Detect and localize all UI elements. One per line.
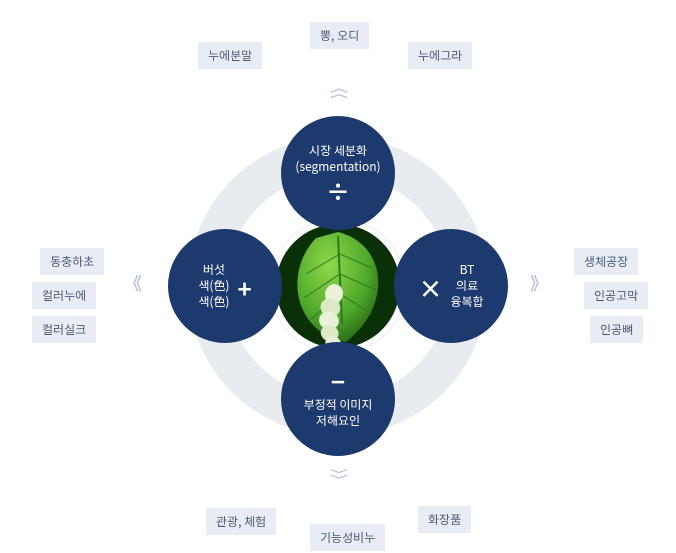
chevron-left-icon: 《 (124, 279, 134, 288)
minus-icon: − (331, 369, 345, 393)
hub-bottom-line2: 저해요인 (316, 413, 360, 429)
tag-right-2: 인공뼈 (590, 316, 643, 343)
divide-icon: ÷ (326, 179, 350, 203)
hub-left-line3: 색(色) (198, 294, 229, 310)
hub-left-line2: 색(色) (198, 278, 229, 294)
tag-bottom-2: 화장품 (418, 506, 471, 533)
tag-left-2: 컬러실크 (32, 316, 96, 343)
tag-left-0: 동충하초 (40, 248, 104, 275)
hub-right-line3: 융복합 (450, 294, 483, 310)
hub-bottom-negative: − 부정적 이미지 저해요인 (281, 342, 395, 456)
tag-right-1: 인공고막 (584, 282, 648, 309)
hub-left-mushroom: 버섯 색(色) 색(色) + (168, 229, 282, 343)
hub-right-bt: × BT 의료 융복합 (394, 229, 508, 343)
tag-bottom-0: 관광, 체험 (206, 508, 276, 535)
hub-bottom-line1: 부정적 이미지 (304, 397, 373, 413)
hub-top-line1: 시장 세분화 (309, 143, 367, 159)
tag-left-1: 컬러누에 (32, 282, 96, 309)
tag-right-0: 생체공장 (574, 248, 638, 275)
tag-bottom-1: 기능성비누 (310, 524, 385, 551)
hub-top-segmentation: 시장 세분화 (segmentation) ÷ (281, 116, 395, 230)
chevron-down-icon: ﹀﹀ (330, 472, 348, 483)
hub-right-line1: BT (460, 262, 475, 278)
tag-top-0: 누에분말 (198, 42, 262, 69)
tag-top-2: 누에그라 (408, 42, 472, 69)
chevron-right-icon: 》 (530, 279, 540, 288)
chevron-up-icon: ︿︿ (330, 86, 348, 97)
hub-left-line1: 버섯 (203, 262, 225, 278)
multiply-icon: × (418, 276, 442, 300)
tag-top-1: 뽕, 오디 (310, 22, 369, 49)
plus-icon: + (237, 276, 251, 300)
center-image-silkworm (271, 219, 405, 353)
hub-right-line2: 의료 (456, 278, 478, 294)
